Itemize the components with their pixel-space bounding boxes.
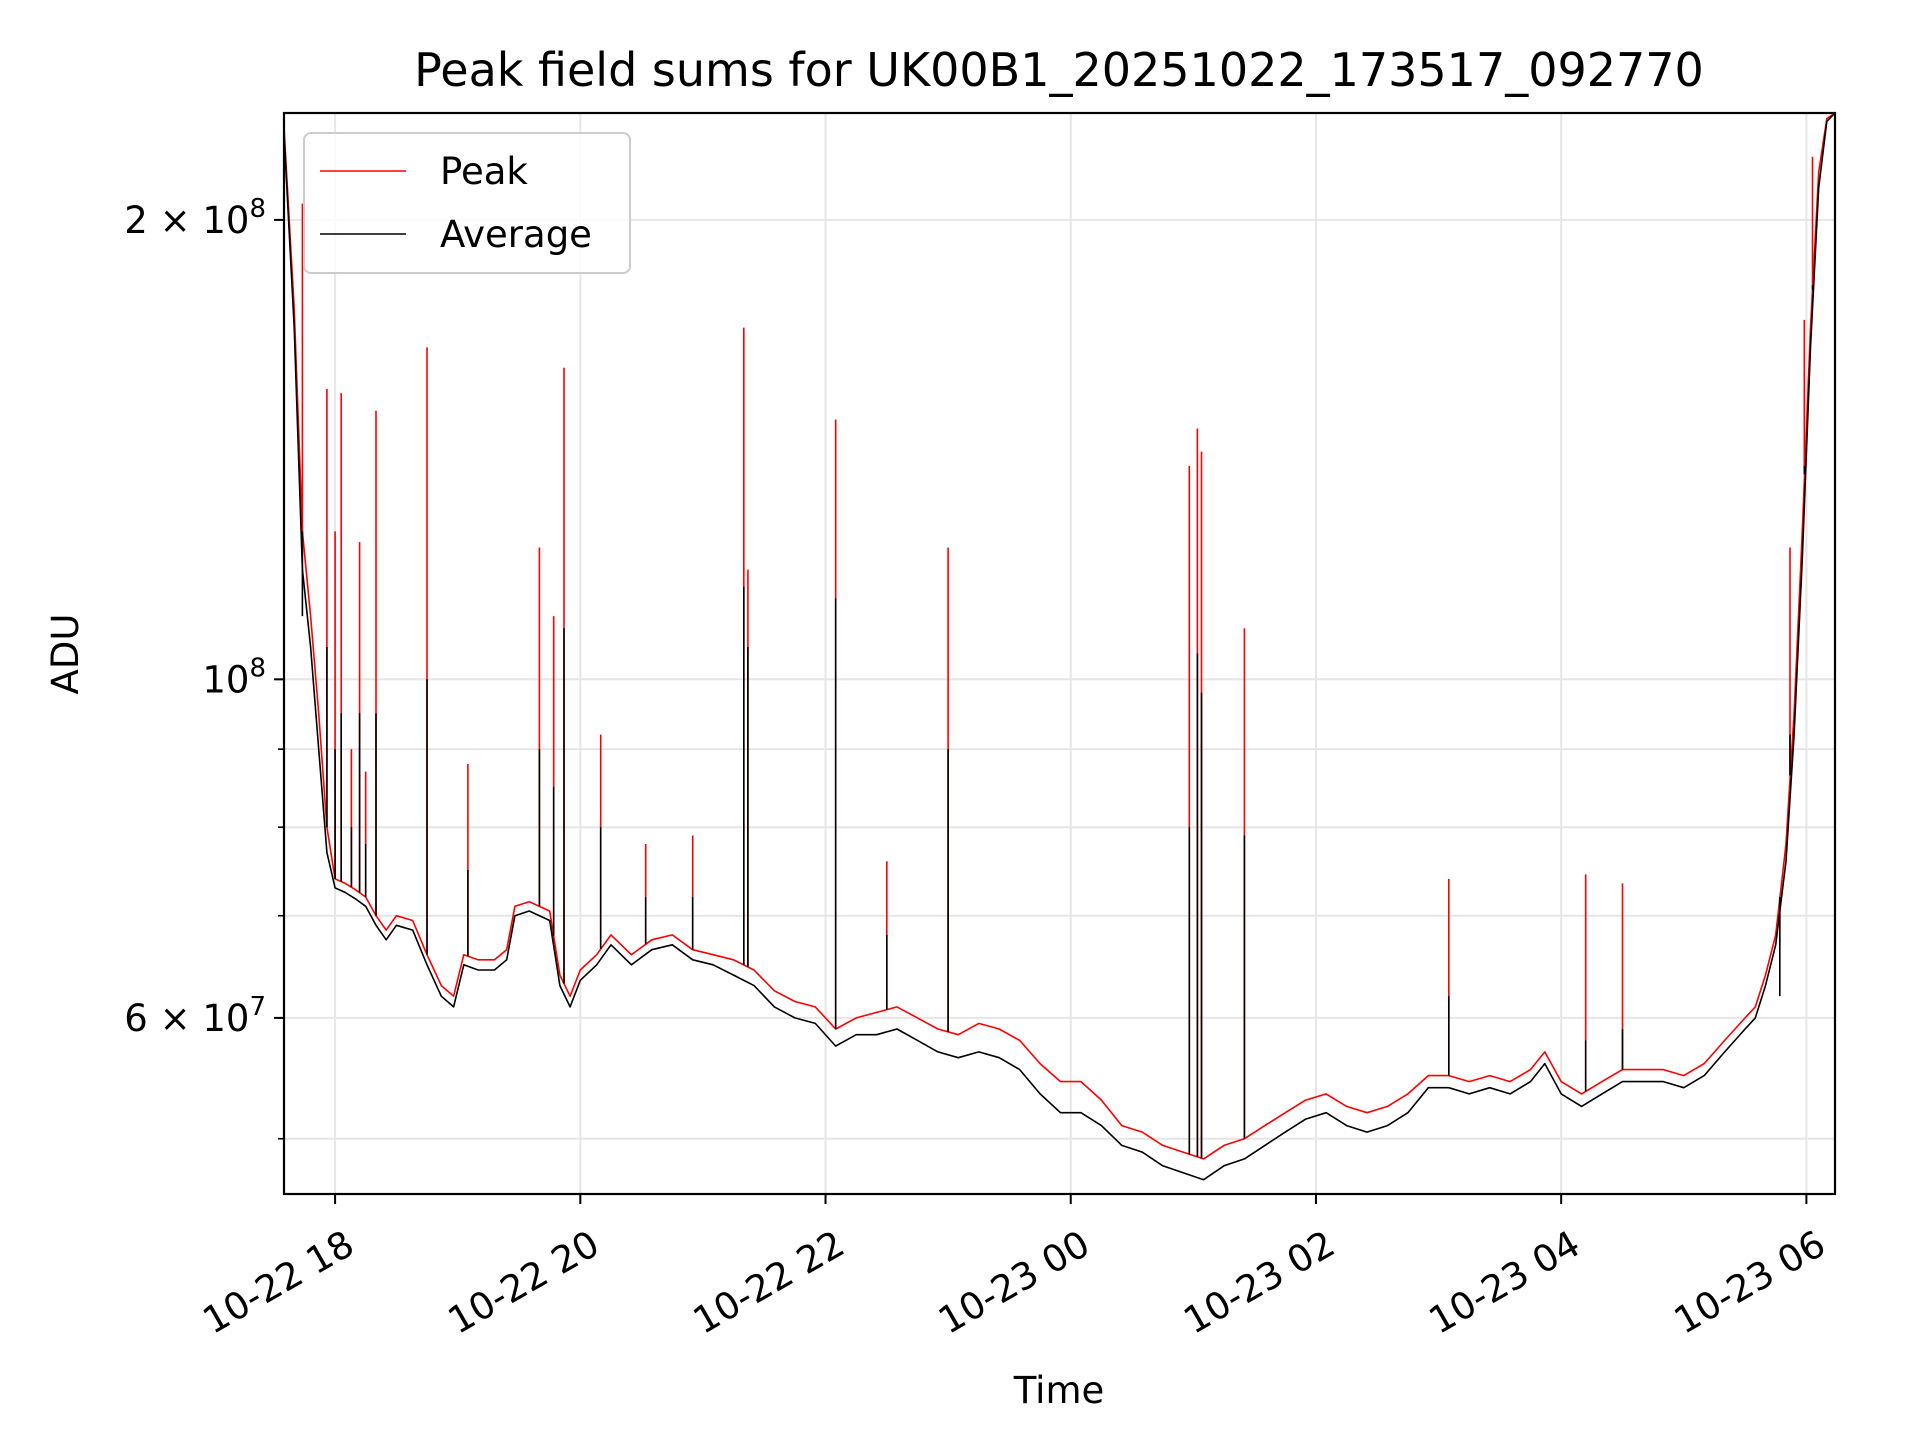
y-axis: 6 × 107 108 2 × 108	[124, 194, 284, 1140]
chart-title: Peak field sums for UK00B1_20251022_1735…	[414, 43, 1704, 97]
y-tick-label: 108	[202, 653, 266, 701]
x-axis-label: Time	[1013, 1369, 1105, 1412]
plot-lines	[284, 113, 1835, 1181]
grid	[284, 113, 1835, 1194]
legend: Peak Average	[303, 132, 631, 274]
series-line-average	[284, 113, 1835, 1181]
y-tick-label: 6 × 107	[124, 992, 266, 1040]
y-tick-label: 2 × 108	[124, 194, 266, 242]
legend-box	[303, 132, 631, 274]
legend-label-peak: Peak	[440, 150, 528, 193]
series-line-peak	[284, 113, 1835, 1160]
legend-label-average: Average	[440, 213, 592, 256]
plot-area-frame	[282, 111, 1837, 1196]
y-axis-label: ADU	[44, 614, 87, 695]
